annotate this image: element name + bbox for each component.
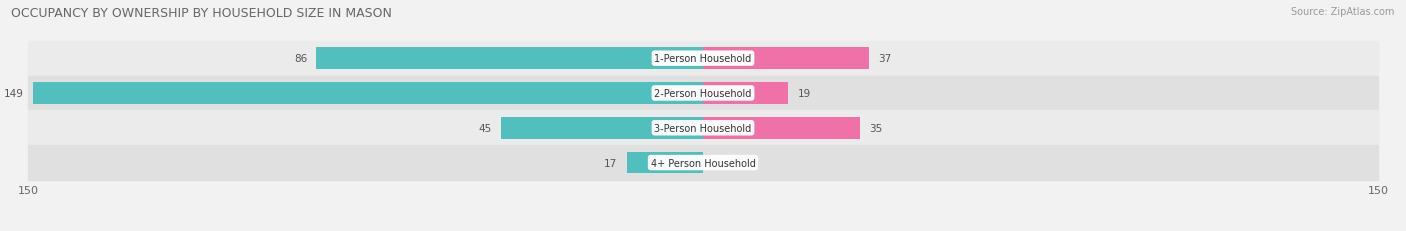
Text: OCCUPANCY BY OWNERSHIP BY HOUSEHOLD SIZE IN MASON: OCCUPANCY BY OWNERSHIP BY HOUSEHOLD SIZE… bbox=[11, 7, 392, 20]
Text: 86: 86 bbox=[294, 54, 307, 64]
Bar bbox=[703, 48, 869, 70]
Text: 35: 35 bbox=[869, 123, 883, 133]
Text: 37: 37 bbox=[879, 54, 891, 64]
Bar bbox=[32, 83, 703, 104]
Bar bbox=[28, 76, 1378, 111]
Text: Source: ZipAtlas.com: Source: ZipAtlas.com bbox=[1291, 7, 1395, 17]
Text: 17: 17 bbox=[605, 158, 617, 168]
Text: 2-Person Household: 2-Person Household bbox=[654, 88, 752, 99]
Bar bbox=[316, 48, 703, 70]
Text: 3-Person Household: 3-Person Household bbox=[654, 123, 752, 133]
Bar bbox=[703, 83, 789, 104]
Text: 1-Person Household: 1-Person Household bbox=[654, 54, 752, 64]
Text: 149: 149 bbox=[4, 88, 24, 99]
Bar bbox=[627, 152, 703, 174]
Text: 4+ Person Household: 4+ Person Household bbox=[651, 158, 755, 168]
Text: 45: 45 bbox=[478, 123, 492, 133]
Bar bbox=[28, 146, 1378, 180]
Bar bbox=[703, 118, 860, 139]
Bar bbox=[28, 111, 1378, 146]
Text: 0: 0 bbox=[711, 158, 718, 168]
Text: 19: 19 bbox=[797, 88, 811, 99]
Bar bbox=[28, 42, 1378, 76]
Bar bbox=[501, 118, 703, 139]
